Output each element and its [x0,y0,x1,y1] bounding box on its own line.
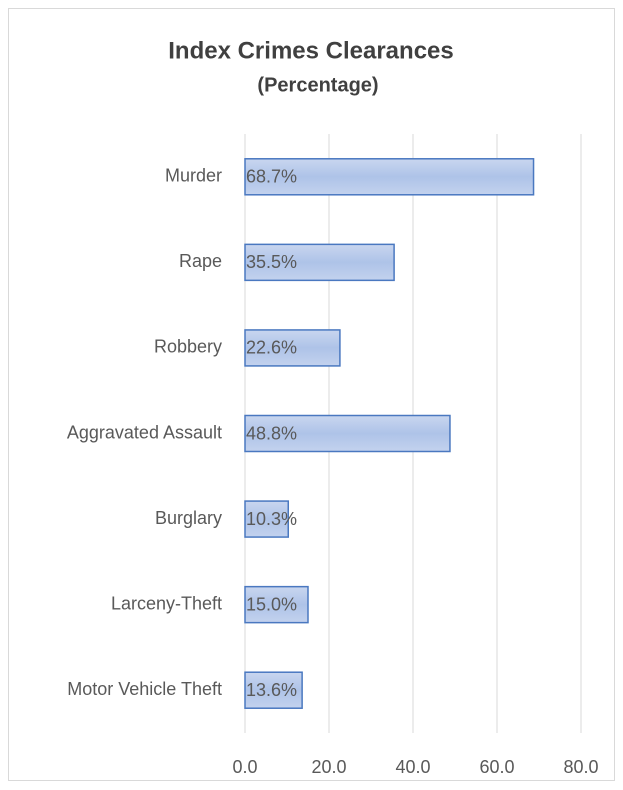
x-tick-label: 0.0 [232,757,257,777]
x-tick-label: 60.0 [479,757,514,777]
bar [244,158,535,196]
y-tick-label: Murder [165,166,222,186]
y-tick-label: Rape [179,251,222,271]
data-label: 68.7% [246,167,297,187]
x-tick-label: 80.0 [563,757,598,777]
y-tick-label: Robbery [154,337,222,357]
x-tick-label: 40.0 [395,757,430,777]
data-label: 35.5% [246,252,297,272]
x-tick-label: 20.0 [311,757,346,777]
y-tick-label: Aggravated Assault [67,422,222,442]
bar [244,671,303,709]
chart-title: Index Crimes Clearances [168,37,453,64]
bar [244,329,341,367]
y-tick-label: Burglary [155,508,222,528]
y-tick-label: Motor Vehicle Theft [67,679,222,699]
y-tick-label: Larceny-Theft [111,593,222,613]
data-label: 13.6% [246,680,297,700]
data-label: 48.8% [246,423,297,443]
data-label: 10.3% [246,509,297,529]
bar [244,585,309,624]
data-label: 22.6% [246,338,297,358]
data-label: 15.0% [246,594,297,614]
chart-subtitle: (Percentage) [257,74,378,96]
bar [244,414,451,453]
bar [244,243,395,282]
chart-border [8,8,615,781]
bar [244,500,290,538]
